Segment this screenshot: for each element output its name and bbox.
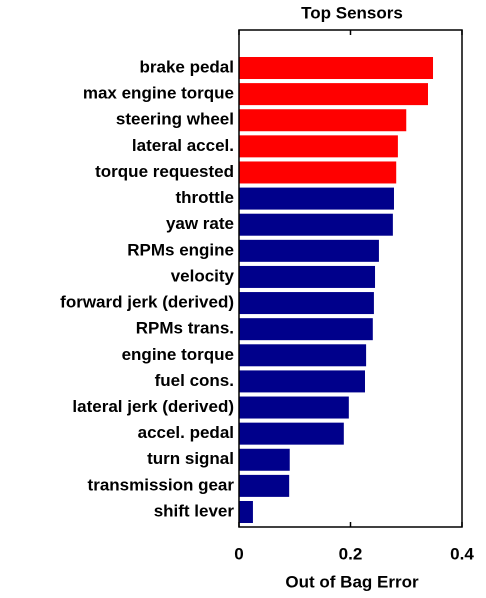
bar: [239, 422, 344, 445]
y-tick-label: lateral accel.: [132, 136, 234, 155]
y-tick-label: steering wheel: [116, 110, 234, 129]
y-tick-label: RPMs trans.: [136, 319, 234, 338]
y-tick-label: yaw rate: [166, 214, 234, 233]
bar: [239, 292, 374, 315]
x-tick-label: 0.2: [339, 544, 363, 563]
bar: [239, 318, 373, 341]
y-tick-label: RPMs engine: [127, 240, 234, 259]
bar: [239, 213, 393, 236]
y-tick-label: shift lever: [154, 501, 235, 520]
y-tick-label: engine torque: [122, 345, 234, 364]
y-tick-label: throttle: [175, 188, 234, 207]
bar: [239, 265, 376, 288]
bar: [239, 135, 398, 158]
bar: [239, 239, 379, 262]
bar: [239, 57, 434, 79]
y-tick-label: forward jerk (derived): [60, 293, 234, 312]
bar: [239, 370, 365, 393]
y-tick-label: brake pedal: [140, 57, 235, 76]
bar: [239, 109, 407, 132]
y-tick-label: fuel cons.: [155, 371, 234, 390]
x-axis-label: Out of Bag Error: [285, 572, 419, 591]
bar: [239, 474, 290, 497]
x-tick-label: 0: [234, 544, 243, 563]
y-tick-label: max engine torque: [83, 84, 234, 103]
y-tick-label: accel. pedal: [138, 423, 234, 442]
y-tick-label: torque requested: [95, 162, 234, 181]
y-tick-label: transmission gear: [88, 475, 235, 494]
y-tick-label: lateral jerk (derived): [72, 397, 234, 416]
chart-title: Top Sensors: [301, 3, 403, 22]
y-tick-label: velocity: [171, 266, 235, 285]
x-tick-label: 0.4: [450, 544, 474, 563]
bar: [239, 161, 397, 184]
bar: [239, 83, 428, 106]
bar: [239, 396, 349, 419]
bar: [239, 187, 394, 210]
bar: [239, 448, 290, 471]
bar: [239, 501, 253, 523]
y-tick-label: turn signal: [147, 449, 234, 468]
bar: [239, 344, 367, 367]
